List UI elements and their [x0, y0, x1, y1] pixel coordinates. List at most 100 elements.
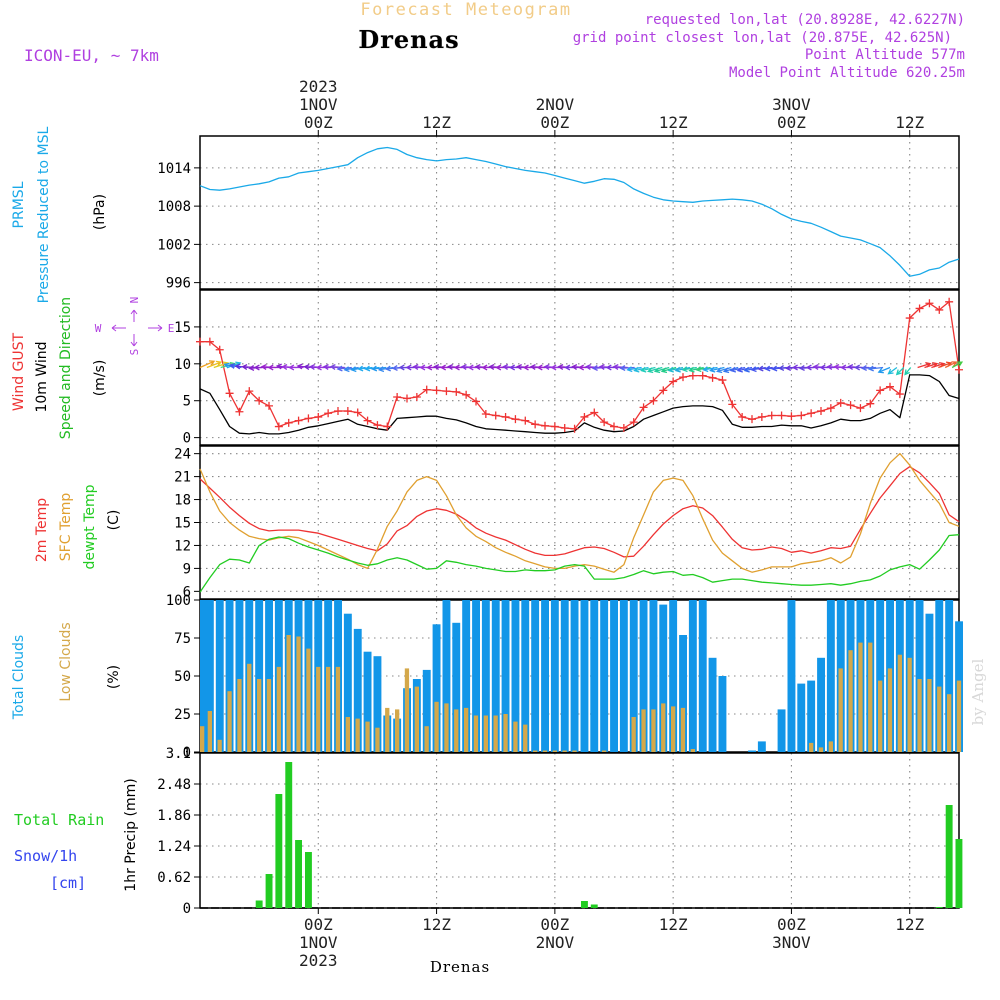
- low-cloud-bar: [217, 739, 222, 752]
- rain-bar: [945, 805, 953, 908]
- gust-marker: [935, 305, 944, 314]
- wind-direction-arrow: [633, 366, 649, 373]
- gust-marker: [304, 414, 313, 423]
- gust-marker: [728, 400, 737, 409]
- prmsl-label: PRMSL: [11, 181, 27, 228]
- faint-title: Forecast Meteogram: [360, 0, 571, 20]
- total-cloud-bar: [639, 600, 648, 752]
- low-cloud-bar: [404, 668, 410, 752]
- rain-bar: [935, 907, 943, 908]
- rain-bar: [265, 874, 273, 908]
- total-cloud-bar: [748, 750, 756, 752]
- time-year: 2023: [299, 951, 338, 970]
- total-cloud-bar: [649, 600, 658, 752]
- low-cloud-bar: [345, 717, 350, 752]
- y-tick-label: 0: [183, 431, 191, 447]
- y-tick-label: 6: [183, 584, 191, 600]
- gust-marker: [481, 410, 490, 418]
- low-cloud-bar: [200, 726, 205, 752]
- gust-marker: [501, 412, 510, 421]
- low-cloud-bar: [306, 648, 311, 752]
- gust-marker: [255, 396, 264, 405]
- time-hour: 00Z: [540, 915, 569, 934]
- gust-marker: [905, 314, 914, 323]
- wind-direction-arrow: [288, 364, 304, 371]
- low-cloud-bar: [207, 711, 212, 752]
- gust-marker: [294, 416, 303, 425]
- total-cloud-bar: [787, 600, 796, 752]
- low-cloud-bar: [878, 680, 883, 752]
- low-cloud-bar: [513, 721, 518, 752]
- gust-marker: [866, 399, 875, 408]
- low-cloud-bar: [454, 709, 459, 752]
- total-cloud-bar: [353, 628, 362, 752]
- time-hour: 12Z: [659, 915, 688, 934]
- low-cloud-bar: [661, 703, 666, 752]
- low-cloud-bar: [671, 706, 676, 752]
- wind-direction-arrow: [640, 366, 656, 373]
- low-cloud-bar: [562, 750, 567, 752]
- y-tick-label: 2.48: [157, 777, 191, 793]
- rain-bar: [295, 840, 302, 908]
- wind-direction-arrow: [681, 366, 697, 373]
- total-cloud-bar: [205, 600, 214, 752]
- low-cloud-bar: [296, 636, 301, 752]
- low-cloud-bar: [848, 650, 853, 752]
- low-cloud-bar: [266, 679, 272, 752]
- total-cloud-bar: [225, 600, 234, 752]
- low-cloud-bar: [503, 714, 508, 752]
- total-cloud-bar: [422, 669, 431, 752]
- wind-direction-arrow: [612, 364, 628, 370]
- footer-station: Drenas: [430, 958, 490, 976]
- low-cloud-bar: [651, 709, 656, 752]
- gust-marker: [698, 371, 707, 380]
- y-tick-label: 100: [166, 593, 191, 609]
- total-cloud-bar: [915, 600, 924, 752]
- panel-frame: [199, 445, 960, 600]
- time-hour: 12Z: [422, 915, 451, 934]
- gust-marker: [688, 371, 697, 380]
- low-cloud-bar: [838, 668, 843, 752]
- low-cloud-bar: [828, 741, 833, 752]
- total-cloud-bar: [807, 680, 816, 752]
- total-cloud-bar: [876, 600, 885, 752]
- wind-direction-arrow: [667, 366, 684, 373]
- time-hour: 12Z: [895, 915, 924, 934]
- total-cloud-bar: [373, 656, 382, 752]
- gust-marker: [945, 297, 954, 306]
- y-tick-label: 996: [166, 276, 191, 292]
- rain-bar: [581, 901, 588, 908]
- compass-rose: W E N S: [95, 297, 175, 356]
- time-year: 2023: [299, 77, 338, 96]
- low-cloud-bar: [858, 642, 863, 752]
- total-cloud-bar: [817, 657, 825, 752]
- gust-marker: [738, 412, 747, 421]
- gust-marker: [777, 411, 786, 420]
- total-cloud-bar: [698, 600, 707, 752]
- y-tick-label: 0: [183, 901, 191, 917]
- gust-marker: [225, 389, 234, 398]
- wind-direction-arrow: [944, 361, 958, 369]
- low-cloud-bar: [237, 679, 242, 752]
- gust-marker: [393, 393, 402, 402]
- wind-direction-arrow: [695, 366, 711, 373]
- gust-marker: [215, 345, 224, 354]
- compass-n: N: [128, 297, 141, 304]
- wind-direction-arrow: [206, 360, 223, 369]
- total-cloud-bar: [343, 613, 352, 752]
- total-cloud-bar: [501, 600, 510, 752]
- total-cloud-bar: [432, 624, 441, 752]
- low-cloud-bar: [690, 749, 695, 752]
- gust-marker: [541, 421, 549, 430]
- low-cloud-bar: [286, 635, 291, 752]
- total-cloud-bar: [659, 604, 668, 752]
- rain-label: Total Rain: [14, 811, 104, 829]
- wind-gust-line: [200, 301, 960, 430]
- wind-direction-arrow: [626, 366, 642, 373]
- gust-marker: [274, 422, 283, 431]
- total-cloud-bar: [935, 600, 944, 752]
- gust-marker: [432, 386, 441, 395]
- model-name: ICON-EU, ~ 7km: [24, 46, 159, 65]
- wind-direction-arrow: [895, 367, 905, 376]
